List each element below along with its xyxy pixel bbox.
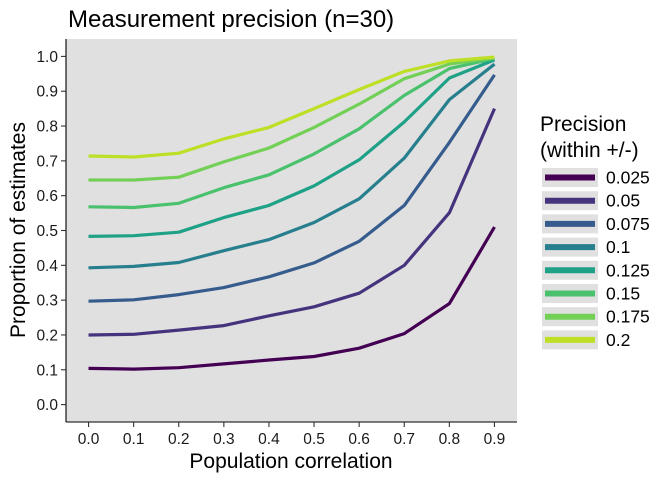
legend-item: 0.1: [542, 237, 630, 257]
y-tick-label: 0.9: [36, 84, 58, 101]
x-tick-label: 0.8: [439, 431, 461, 448]
legend-item: 0.025: [542, 168, 650, 188]
x-tick-label: 0.3: [213, 431, 235, 448]
series-layer: [88, 55, 496, 371]
series-line-0.025: [88, 226, 496, 371]
legend-item: 0.175: [542, 307, 650, 327]
chart-title: Measurement precision (n=30): [68, 6, 394, 33]
series-line-0.15: [88, 56, 495, 210]
legend-item: 0.2: [542, 330, 630, 350]
x-tick-label: 0.9: [484, 431, 506, 448]
legend-label: 0.075: [606, 214, 650, 234]
y-tick-label: 0.7: [36, 153, 58, 170]
legend-item: 0.125: [542, 260, 650, 280]
legend-item: 0.15: [542, 284, 640, 304]
y-axis-title: Proportion of estimates: [7, 122, 30, 338]
legend-label: 0.05: [606, 191, 640, 211]
series-line-0.125: [88, 58, 496, 238]
series-line-0.05: [88, 107, 496, 337]
y-tick-label: 0.8: [36, 119, 58, 136]
x-tick-label: 0.4: [258, 431, 280, 448]
series-line-0.075: [88, 74, 496, 303]
y-tick-label: 0.0: [36, 397, 58, 414]
y-tick-label: 0.4: [36, 258, 58, 275]
x-axis: 0.0 0.1 0.2 0.3 0.4 0.5 0.6 0.7 0.8 0.9: [66, 421, 517, 448]
x-tick-label: 0.7: [393, 431, 415, 448]
legend-label: 0.175: [606, 307, 650, 327]
legend-label: 0.1: [606, 237, 630, 257]
legend-label: 0.2: [606, 330, 630, 350]
series-line-0.2: [88, 55, 495, 159]
y-axis: 0.0 0.1 0.2 0.3 0.4 0.5 0.6 0.7 0.8 0.9 1.0: [36, 39, 67, 422]
y-tick-label: 0.6: [36, 188, 58, 205]
legend-title-line-1: Precision: [540, 113, 626, 136]
x-tick-label: 0.1: [123, 431, 145, 448]
legend-item: 0.05: [542, 191, 640, 211]
series-line-0.175: [88, 56, 495, 182]
y-tick-label: 0.1: [36, 362, 58, 379]
y-tick-label: 1.0: [36, 49, 58, 66]
legend-label: 0.125: [606, 260, 650, 280]
y-tick-label: 0.2: [36, 327, 58, 344]
x-axis-title: Population correlation: [189, 450, 392, 473]
legend-label: 0.15: [606, 284, 640, 304]
legend-label: 0.025: [606, 168, 650, 188]
y-tick-label: 0.5: [36, 223, 58, 240]
legend-item: 0.075: [542, 214, 650, 234]
x-tick-label: 0.0: [78, 431, 100, 448]
x-tick-label: 0.5: [303, 431, 325, 448]
legend: Precision (within +/-) 0.025 0.05 0.075 0.1…: [540, 113, 650, 350]
x-tick-label: 0.2: [168, 431, 190, 448]
legend-title-line-2: (within +/-): [540, 139, 639, 162]
series-line-0.1: [88, 62, 496, 270]
x-tick-label: 0.6: [348, 431, 370, 448]
legend-items: 0.025 0.05 0.075 0.1 0.125 0.15 0.175 0.2: [542, 168, 650, 350]
y-tick-label: 0.3: [36, 293, 58, 310]
